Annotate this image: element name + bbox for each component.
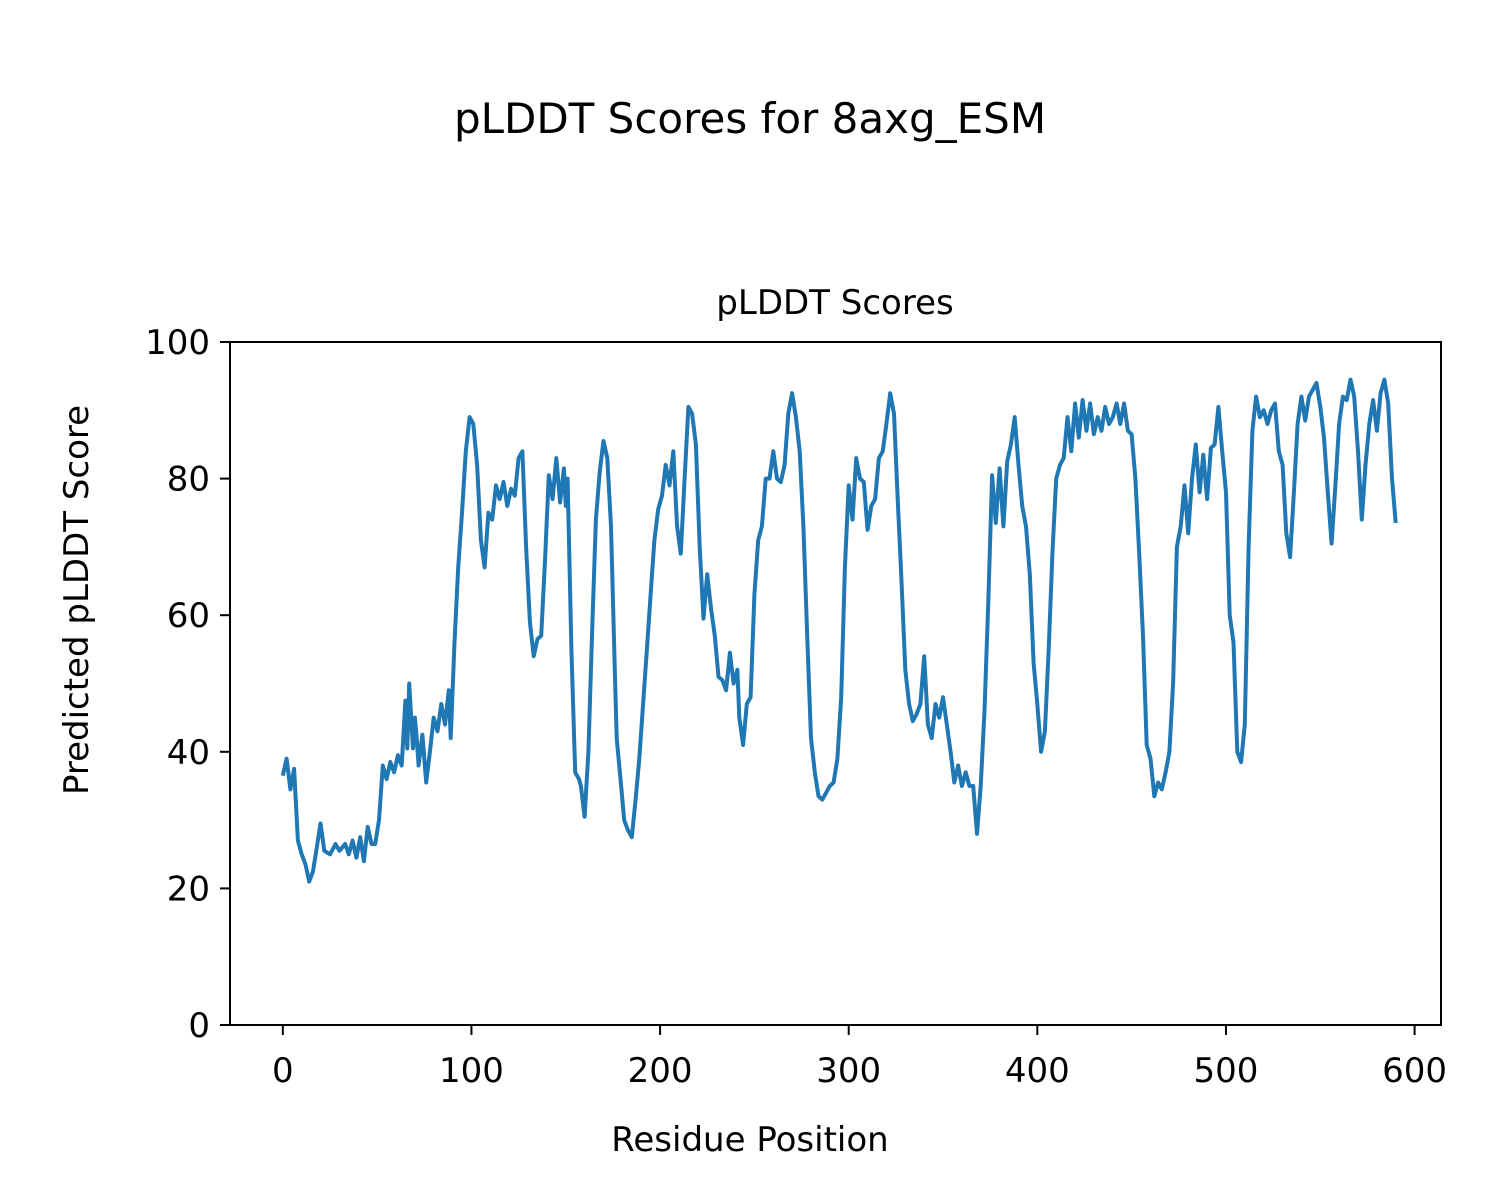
x-tick-label: 500 (1194, 1051, 1259, 1091)
y-tick-label: 60 (167, 596, 210, 636)
y-axis-label: Predicted pLDDT Score (57, 405, 97, 795)
y-tick-label: 20 (167, 869, 210, 909)
x-tick-label: 400 (1005, 1051, 1070, 1091)
x-tick-label: 0 (272, 1051, 294, 1091)
y-tick-label: 40 (167, 733, 210, 773)
x-axis-label: Residue Position (611, 1120, 888, 1160)
x-tick-label: 200 (628, 1051, 693, 1091)
series-line-0 (280, 377, 1398, 884)
axis-ticks: 0 100 200 300 400 500 600 0 20 40 60 80 100 (145, 323, 1447, 1091)
figure-suptitle: pLDDT Scores for 8axg_ESM (454, 94, 1046, 143)
x-tick-label: 100 (439, 1051, 504, 1091)
chart-title: pLDDT Scores (716, 283, 953, 323)
plot-area (280, 377, 1398, 884)
y-tick-label: 0 (188, 1006, 210, 1046)
x-tick-label: 600 (1382, 1051, 1447, 1091)
axes-frame (229, 341, 1442, 1026)
y-tick-label: 80 (167, 460, 210, 500)
y-tick-label: 100 (145, 323, 210, 363)
x-tick-label: 300 (816, 1051, 881, 1091)
